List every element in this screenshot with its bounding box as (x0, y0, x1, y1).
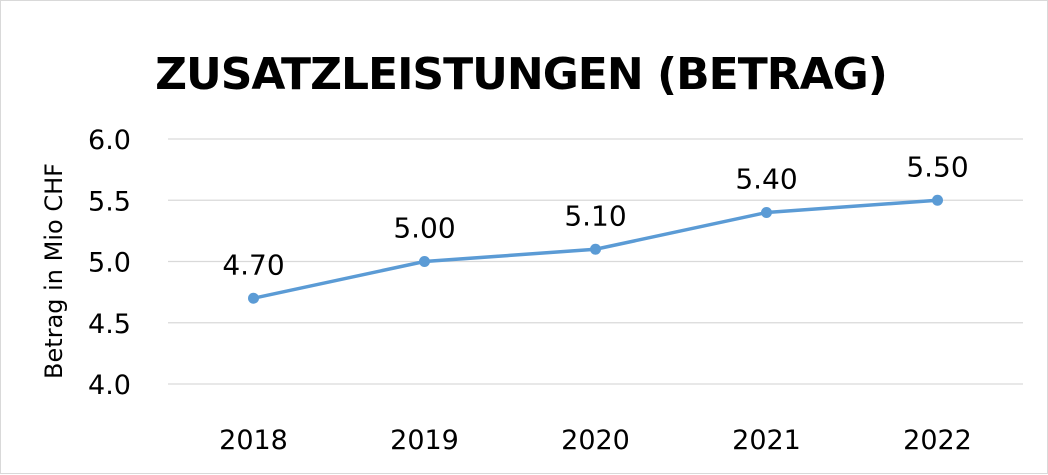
x-tick-label: 2018 (219, 425, 288, 456)
data-label: 4.70 (222, 248, 284, 281)
y-tick-label: 6.0 (88, 125, 131, 156)
data-point (248, 292, 259, 304)
y-axis-title: Betrag in Mio CHF (40, 163, 68, 379)
gridlines (168, 138, 1023, 385)
data-point (590, 243, 601, 255)
series-layer (248, 194, 943, 304)
data-point (932, 194, 943, 206)
data-label: 5.10 (564, 199, 626, 232)
chart-title: ZUSATZLEISTUNGEN (BETRAG) (155, 49, 887, 100)
x-tick-label: 2021 (732, 425, 801, 456)
y-tick-label: 5.0 (88, 248, 131, 279)
x-axis-ticks: 2018 2019 2020 2021 2022 (219, 425, 972, 456)
data-point (761, 207, 772, 218)
x-tick-label: 2020 (561, 425, 630, 456)
y-axis-ticks: 4.0 4.5 5.0 5.5 6.0 (88, 125, 131, 401)
data-label: 5.50 (906, 150, 968, 183)
x-tick-label: 2019 (390, 425, 459, 456)
y-tick-label: 5.5 (88, 186, 131, 217)
data-labels: 4.70 5.00 5.10 5.40 5.50 (222, 150, 968, 281)
data-label: 5.00 (393, 212, 455, 245)
y-tick-label: 4.0 (88, 370, 131, 401)
y-tick-label: 4.5 (88, 309, 131, 340)
x-tick-label: 2022 (903, 425, 972, 456)
data-label: 5.40 (735, 163, 797, 196)
data-point (419, 256, 430, 267)
